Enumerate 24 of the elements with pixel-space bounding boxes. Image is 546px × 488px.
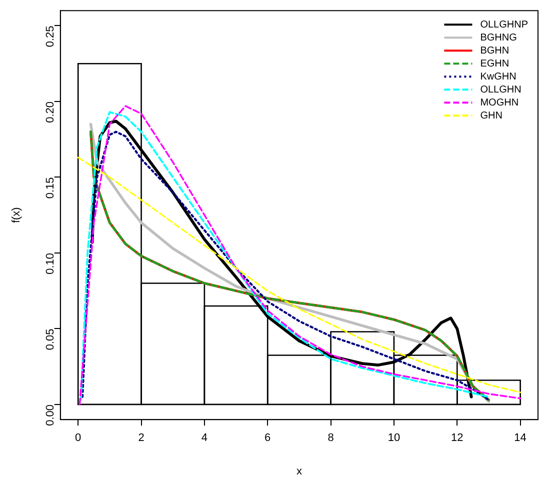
x-tick-label: 10 (388, 432, 400, 444)
legend-label: OLLGHN (480, 84, 522, 96)
legend-label: EGHN (480, 58, 510, 70)
y-tick-label: 0.00 (44, 404, 56, 426)
legend-label: BGHNG (480, 32, 518, 44)
y-tick-label: 0.25 (44, 26, 56, 48)
y-tick-label: 0.20 (44, 101, 56, 123)
x-tick-label: 4 (201, 432, 208, 444)
x-tick-label: 0 (75, 432, 82, 444)
y-axis-title: f(x) (10, 207, 23, 224)
x-tick-label: 6 (264, 432, 271, 444)
legend-label: MOGHN (480, 97, 519, 108)
x-tick-label: 2 (138, 432, 144, 444)
y-tick-label: 0.05 (44, 328, 56, 350)
legend-label: KwGHN (480, 71, 516, 82)
x-axis-title: x (296, 465, 302, 478)
y-tick-label: 0.10 (44, 252, 56, 274)
legend-label: GHN (480, 110, 502, 122)
y-tick-label: 0.15 (44, 177, 56, 199)
legend-label: BGHN (480, 45, 510, 56)
x-tick-label: 12 (451, 432, 464, 444)
legend-label: OLLGHNP (480, 19, 528, 30)
x-tick-label: 8 (328, 432, 334, 444)
x-tick-label: 14 (514, 432, 526, 444)
